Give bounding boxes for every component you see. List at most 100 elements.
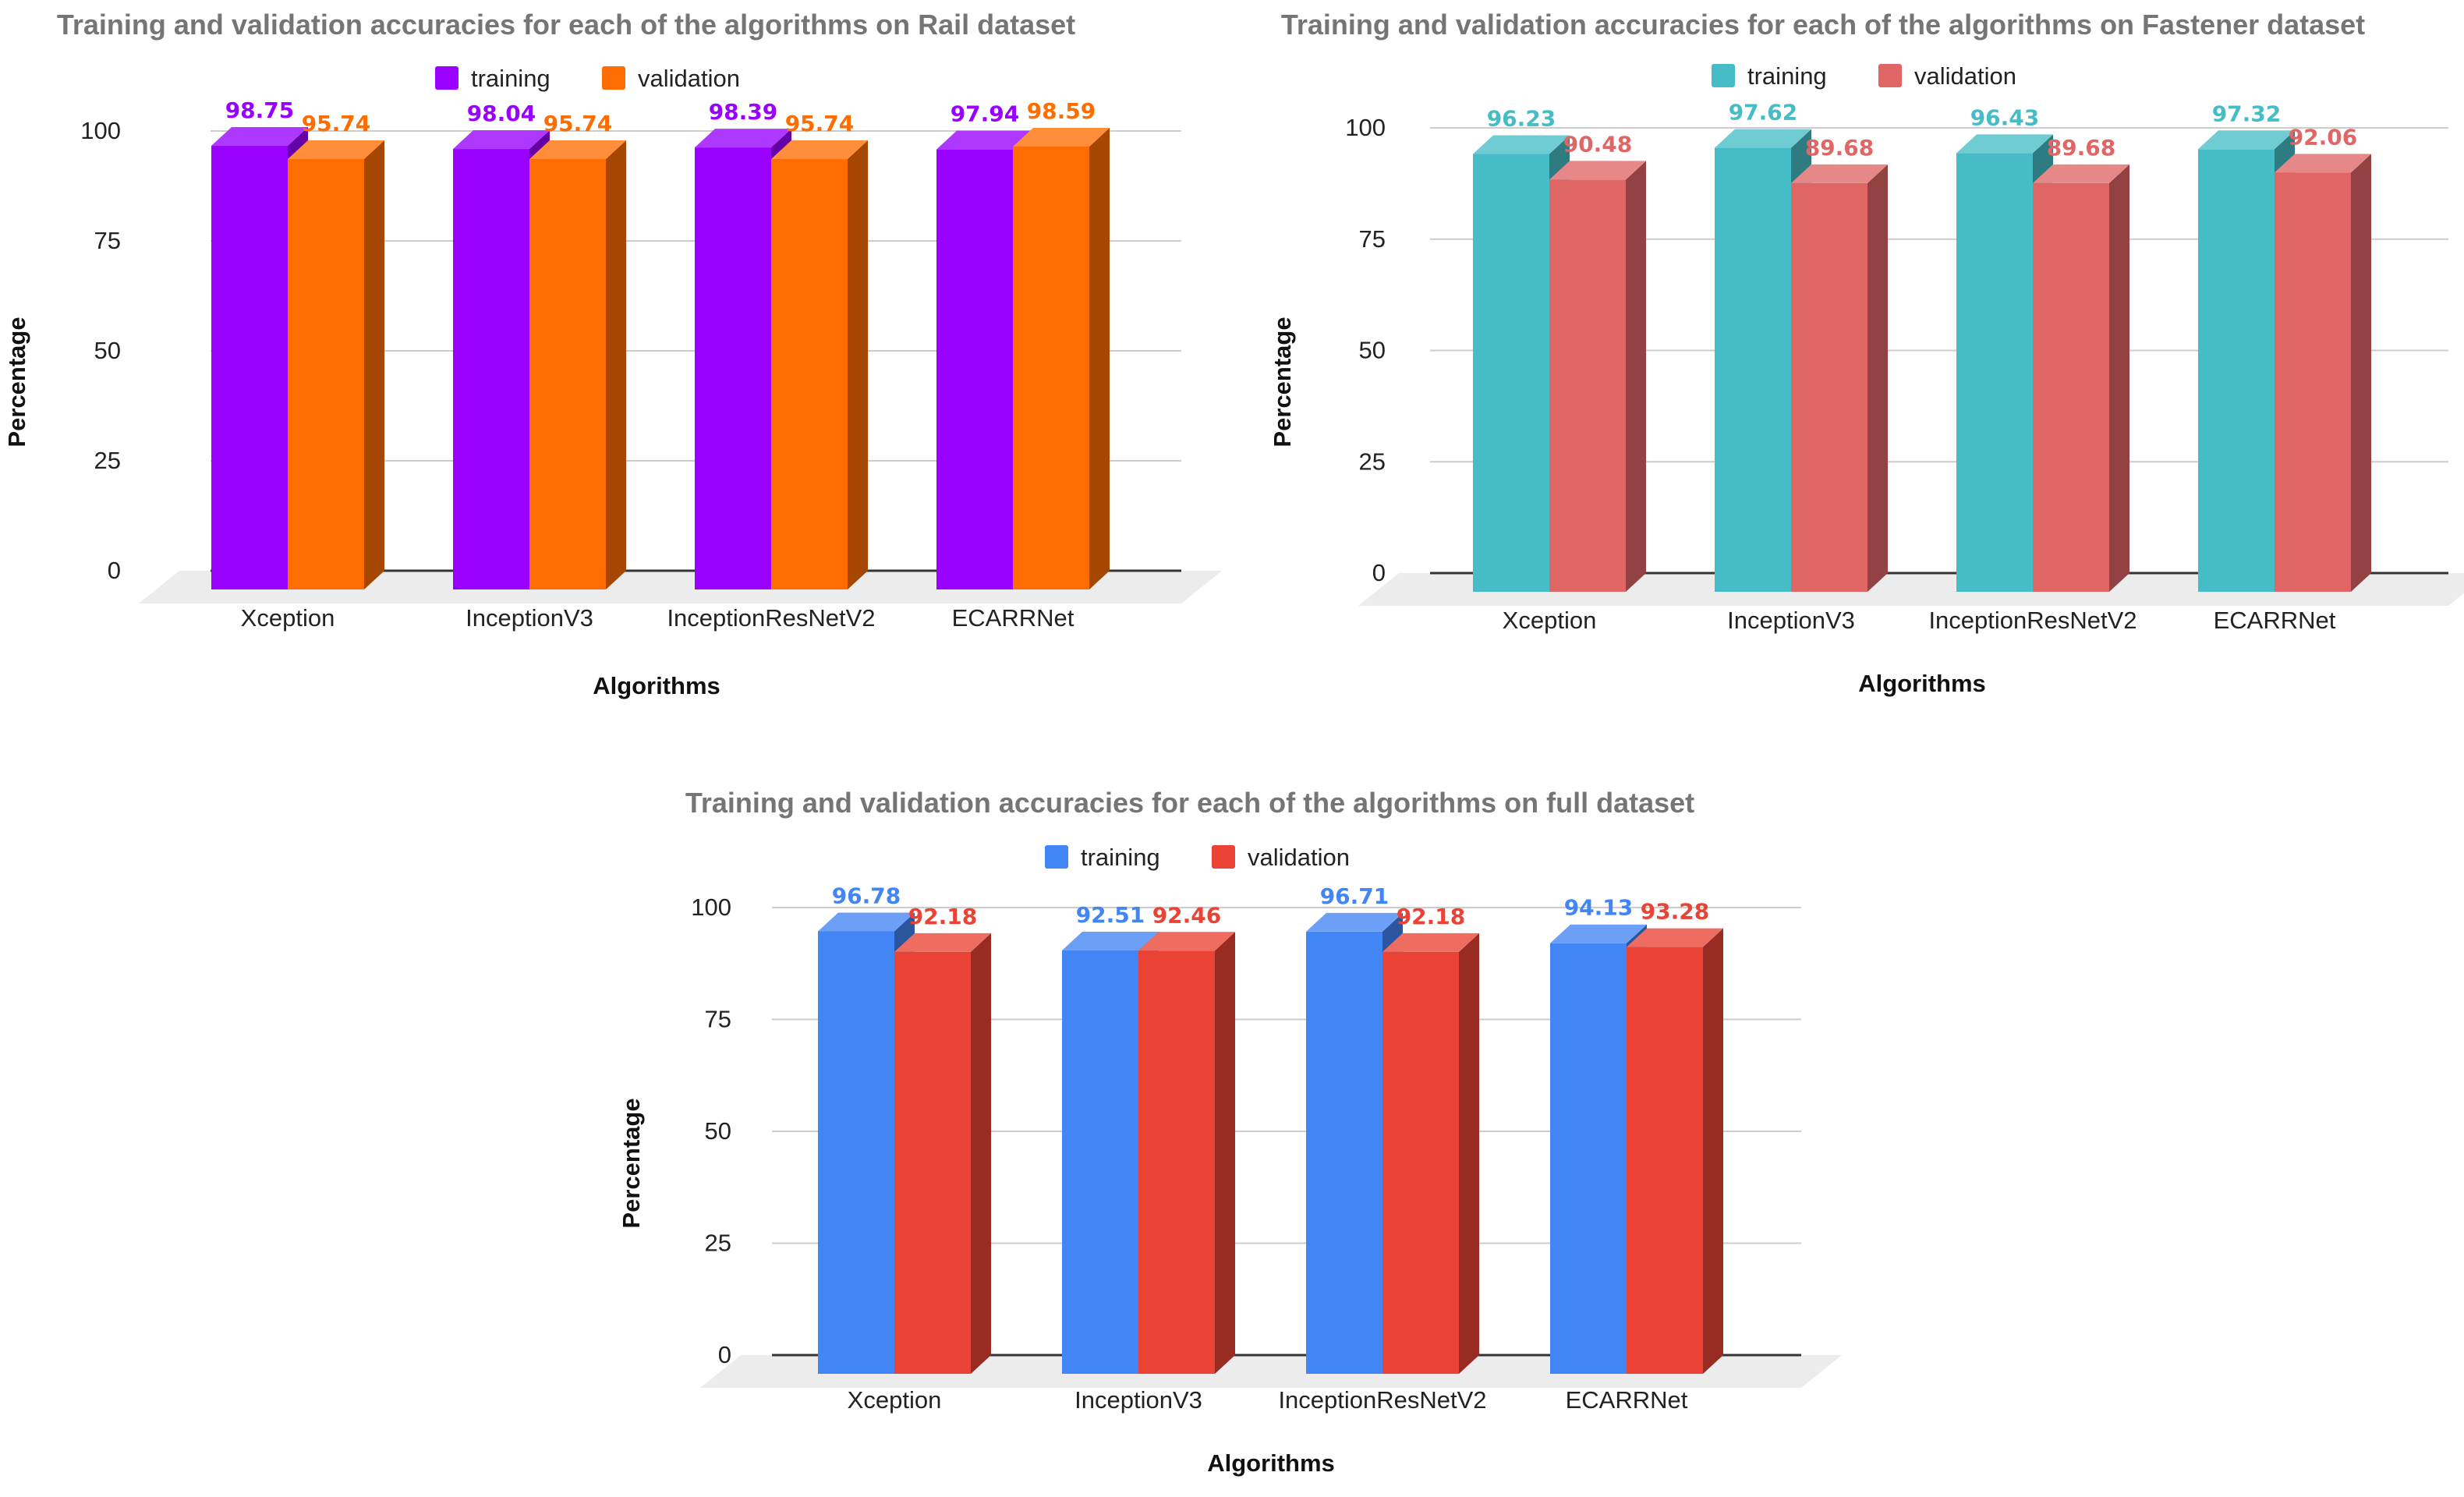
bar-side xyxy=(1626,161,1646,593)
legend-item-training: training xyxy=(435,65,551,92)
chart-title: Training and validation accuracies for e… xyxy=(57,9,1075,41)
legend-swatch-validation xyxy=(1212,845,1235,869)
y-tick-label: 50 xyxy=(94,337,121,364)
data-label-validation: 92.46 xyxy=(1152,902,1222,928)
legend: training validation xyxy=(1712,62,2016,90)
y-tick-label: 0 xyxy=(1372,559,1386,586)
bar-side xyxy=(848,140,868,590)
bar-validation-ecarrnet xyxy=(2275,154,2371,592)
x-tick-label: Xception xyxy=(1503,607,1597,634)
data-label-validation: 89.68 xyxy=(1805,135,1875,161)
data-label-validation: 92.06 xyxy=(2289,124,2358,150)
bar-side xyxy=(2109,164,2129,593)
chart-2: Training and validation accuracies for e… xyxy=(1269,9,2464,697)
legend: training validation xyxy=(435,65,740,92)
bar-front xyxy=(1549,179,1626,593)
bar-top xyxy=(1715,129,1811,148)
bar-validation-inceptionv3 xyxy=(1138,932,1235,1374)
data-label-validation: 95.74 xyxy=(785,111,855,136)
data-label-training: 98.04 xyxy=(467,101,536,126)
y-tick-label: 50 xyxy=(1359,337,1386,364)
bar-side xyxy=(1459,933,1479,1374)
y-tick-label: 0 xyxy=(718,1341,731,1368)
data-label-training: 96.71 xyxy=(1320,883,1390,909)
y-axis-title: Percentage xyxy=(618,1098,645,1228)
legend-label-validation: validation xyxy=(1248,844,1350,871)
bar-front xyxy=(453,149,529,590)
bar-front xyxy=(1062,950,1138,1374)
chart-1: Training and validation accuracies for e… xyxy=(3,9,1222,699)
data-label-validation: 93.28 xyxy=(1641,899,1710,925)
y-tick-label: 75 xyxy=(94,227,121,254)
bar-front xyxy=(818,931,894,1374)
legend-item-training: training xyxy=(1045,844,1160,871)
legend-item-validation: validation xyxy=(1878,62,2016,90)
bar-top xyxy=(695,129,791,148)
legend-label-training: training xyxy=(1081,844,1160,871)
data-label-validation: 92.18 xyxy=(908,904,978,929)
legend-item-validation: validation xyxy=(602,65,740,92)
bar-top xyxy=(211,127,308,147)
bar-side xyxy=(1703,928,1723,1374)
bar-top xyxy=(1013,127,1110,147)
bar-top xyxy=(453,130,550,150)
x-tick-label: Xception xyxy=(848,1386,942,1414)
y-axis-title: Percentage xyxy=(3,317,30,447)
bar-side xyxy=(606,140,626,590)
bar-front xyxy=(211,146,288,590)
data-label-validation: 92.18 xyxy=(1397,904,1466,929)
bar-front xyxy=(1013,146,1089,589)
bar-top xyxy=(1956,134,2053,154)
bar-top xyxy=(2275,154,2371,173)
bar-top xyxy=(2198,130,2295,150)
bar-validation-inceptionv3 xyxy=(1791,164,1888,593)
data-label-training: 96.23 xyxy=(1487,106,1556,132)
bar-top xyxy=(894,933,991,952)
data-label-training: 96.43 xyxy=(1970,104,2040,130)
legend-label-training: training xyxy=(1747,62,1827,90)
bar-validation-ecarrnet xyxy=(1627,928,1723,1374)
legend-swatch-training xyxy=(435,66,458,90)
bar-validation-ecarrnet xyxy=(1013,127,1110,589)
data-label-validation: 89.68 xyxy=(2047,135,2116,161)
bar-front xyxy=(1550,943,1627,1374)
y-tick-label: 25 xyxy=(705,1230,731,1257)
data-label-training: 98.39 xyxy=(709,99,778,125)
legend-label-training: training xyxy=(471,65,551,92)
y-tick-label: 100 xyxy=(80,117,121,144)
x-tick-label: InceptionV3 xyxy=(466,604,593,632)
y-tick-label: 25 xyxy=(94,447,121,474)
y-tick-label: 100 xyxy=(691,894,731,921)
bar-front xyxy=(936,149,1013,589)
x-tick-label: ECARRNet xyxy=(1566,1386,1688,1414)
legend-item-training: training xyxy=(1712,62,1827,90)
bar-top xyxy=(1138,932,1235,951)
y-tick-label: 75 xyxy=(1359,225,1386,253)
bar-front xyxy=(2033,182,2109,593)
legend-item-validation: validation xyxy=(1212,844,1350,871)
x-axis-title: Algorithms xyxy=(1207,1449,1335,1477)
data-label-training: 97.94 xyxy=(951,101,1020,127)
bar-side xyxy=(1089,127,1110,589)
bar-top xyxy=(1062,931,1159,950)
bar-top xyxy=(936,130,1033,150)
y-tick-label: 0 xyxy=(108,557,121,584)
x-tick-label: InceptionResNetV2 xyxy=(1278,1386,1486,1414)
data-label-training: 96.78 xyxy=(832,883,901,908)
y-tick-label: 75 xyxy=(705,1006,731,1033)
bar-top xyxy=(529,140,626,160)
bar-validation-inceptionresnetv2 xyxy=(771,140,868,590)
x-tick-label: InceptionResNetV2 xyxy=(667,604,875,632)
bar-front xyxy=(288,159,364,590)
data-label-training: 97.62 xyxy=(1729,100,1798,126)
x-axis-title: Algorithms xyxy=(593,672,720,699)
bar-front xyxy=(1956,153,2033,592)
bar-front xyxy=(1627,947,1703,1374)
x-tick-label: Xception xyxy=(241,604,335,632)
bar-side xyxy=(971,933,991,1374)
bar-front xyxy=(1382,951,1459,1374)
legend-swatch-training xyxy=(1045,845,1068,869)
y-tick-label: 25 xyxy=(1359,448,1386,475)
bar-top xyxy=(288,140,384,160)
bar-side xyxy=(2351,154,2371,592)
